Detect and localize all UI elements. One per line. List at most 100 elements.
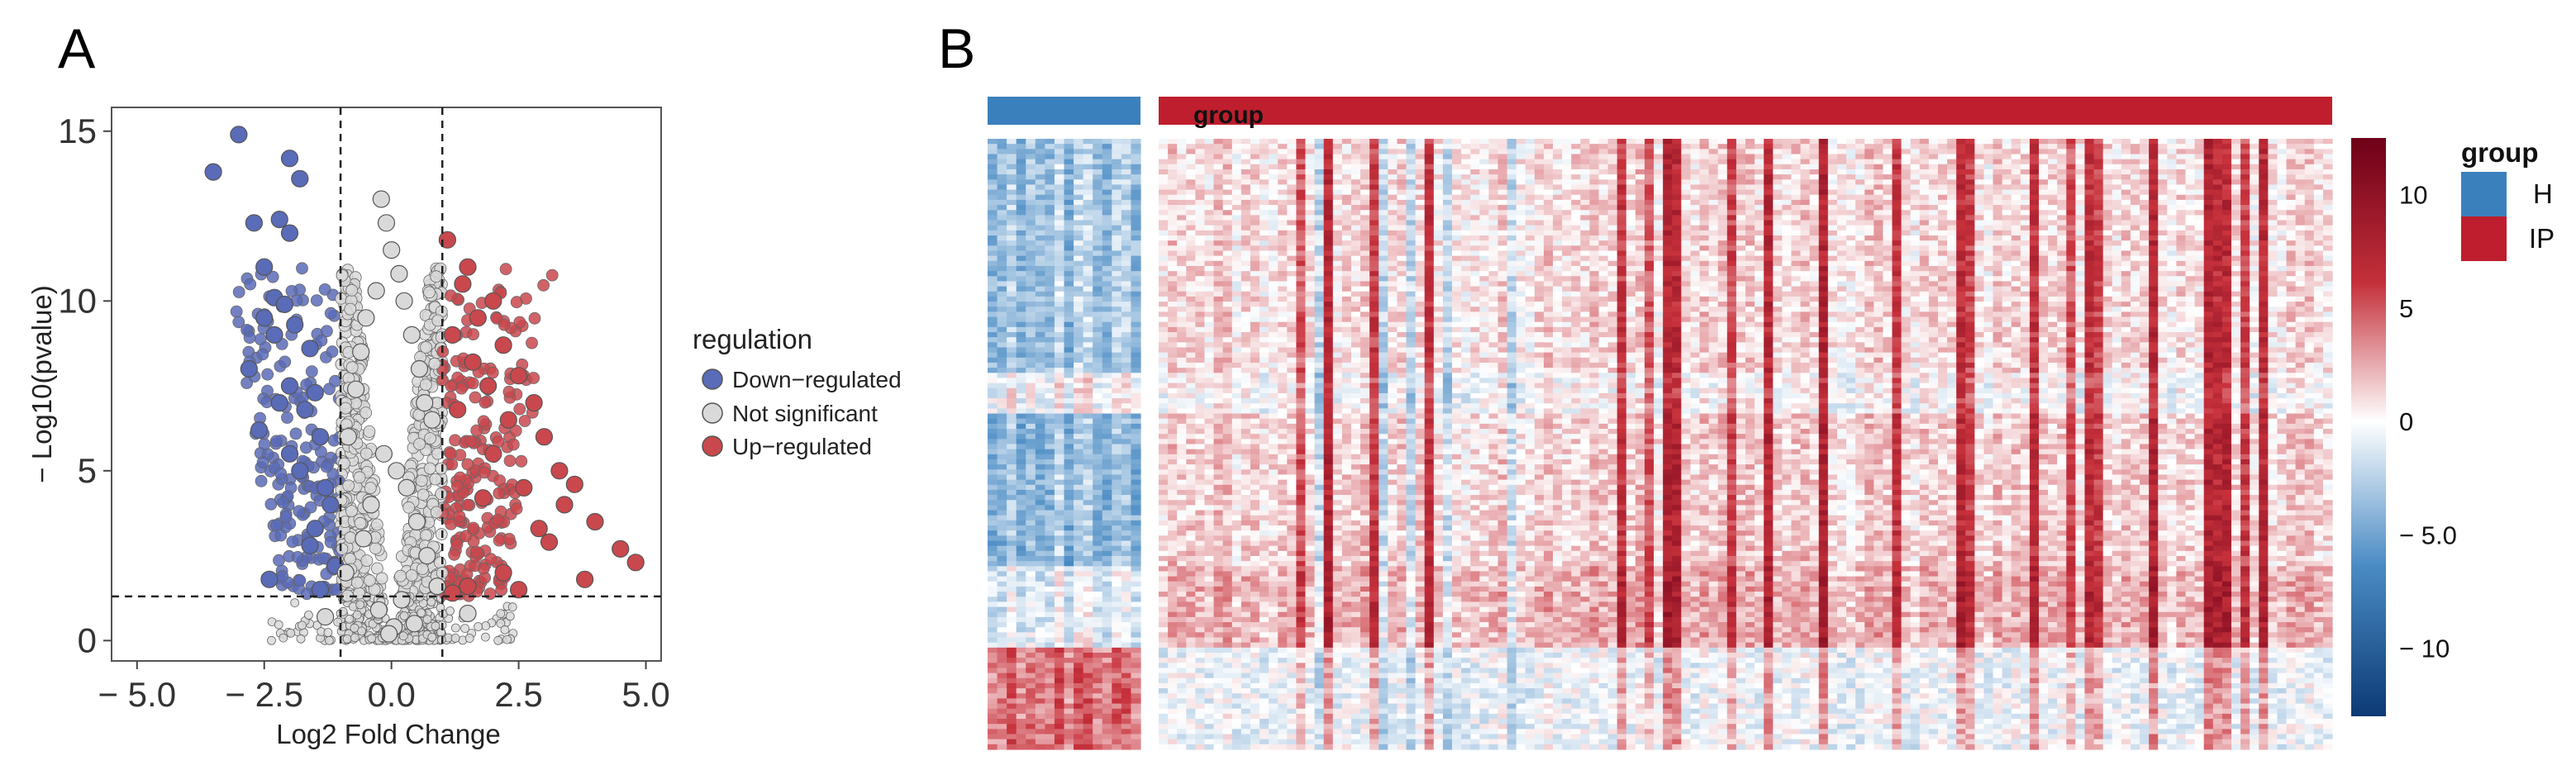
heatmap-cell [1121, 281, 1132, 288]
heatmap-cell [2130, 179, 2140, 186]
heatmap-cell [1213, 184, 1224, 191]
heatmap-cell [1534, 159, 1545, 165]
heatmap-cell [1045, 373, 1055, 379]
heatmap-cell [1717, 199, 1728, 206]
heatmap-cell [1131, 505, 1141, 511]
heatmap-cell [1093, 260, 1103, 267]
heatmap-cell [1121, 586, 1132, 592]
heatmap-cell [1026, 205, 1036, 211]
heatmap-cell [1947, 179, 1957, 186]
heatmap-cell [1045, 566, 1055, 573]
heatmap-cell [1007, 637, 1017, 644]
heatmap-cell [997, 255, 1007, 262]
heatmap-cell [1102, 510, 1112, 516]
background-point [367, 634, 377, 644]
heatmap-cell [1064, 189, 1074, 196]
heatmap-cell [2286, 194, 2297, 201]
heatmap-cell [1928, 144, 1939, 150]
heatmap-cell [1378, 139, 1388, 145]
heatmap-cell [1635, 179, 1645, 186]
heatmap-cell [988, 616, 998, 623]
heatmap-cell [1083, 302, 1093, 307]
heatmap-cell [1598, 174, 1609, 180]
heatmap-cell [1937, 139, 1948, 145]
heatmap-cell [1397, 194, 1407, 201]
background-point [342, 635, 352, 644]
heatmap-cell [1016, 296, 1026, 302]
heatmap-cell [1074, 210, 1084, 216]
heatmap-cell [1016, 149, 1026, 155]
heatmap-cell [1121, 184, 1132, 191]
background-point [435, 462, 448, 475]
heatmap-cell [1764, 169, 1774, 175]
heatmap-cell [1121, 225, 1132, 231]
heatmap-cell [997, 403, 1007, 409]
heatmap-cell [1102, 337, 1112, 343]
heatmap-cell [1259, 169, 1269, 175]
heatmap-cell [1388, 199, 1398, 206]
heatmap-cell [1562, 199, 1572, 206]
heatmap-cell [1035, 337, 1045, 343]
heatmap-cell [1204, 139, 1215, 145]
heatmap-cell [1571, 139, 1581, 145]
heatmap-cell [1231, 184, 1242, 191]
heatmap-cell [2176, 189, 2187, 196]
heatmap-cell [1102, 321, 1112, 328]
heatmap-cell [1112, 642, 1122, 649]
heatmap-cell [997, 535, 1007, 542]
heatmap-cell [1112, 479, 1122, 486]
heatmap-cell [1074, 515, 1084, 521]
heatmap-cell [1121, 311, 1132, 318]
heatmap-cell [2240, 189, 2250, 196]
heatmap-cell [988, 154, 998, 160]
heatmap-cell [997, 311, 1007, 318]
heatmap-cell [1626, 199, 1636, 206]
heatmap-cell [1035, 571, 1045, 578]
heatmap-cell [1874, 164, 1883, 170]
heatmap-cell [1121, 149, 1132, 155]
heatmap-cell [1919, 189, 1930, 196]
heatmap-cell [2102, 169, 2113, 175]
heatmap-cell [1064, 245, 1074, 252]
heatmap-cell [1007, 373, 1017, 379]
heatmap-cell [1083, 474, 1093, 481]
heatmap-cell [1121, 627, 1132, 633]
heatmap-cell [2185, 194, 2196, 201]
heatmap-cell [1054, 398, 1065, 404]
heatmap-cell [1121, 179, 1132, 186]
heatmap-cell [1919, 139, 1930, 145]
heatmap-cell [1074, 566, 1084, 573]
heatmap-cell [1112, 658, 1122, 663]
heatmap-cell [2194, 184, 2205, 191]
heatmap-cell [1112, 139, 1122, 145]
heatmap-cell [1195, 144, 1206, 150]
heatmap-cell [1026, 164, 1036, 170]
heatmap-cell [1102, 724, 1112, 730]
heatmap-cell [1131, 179, 1141, 186]
heatmap-cell [1121, 484, 1132, 491]
heatmap-cell [988, 205, 998, 211]
heatmap-cell [1093, 668, 1103, 674]
heatmap-cell [988, 368, 998, 373]
heatmap-cell [1580, 154, 1590, 160]
background-point [451, 480, 464, 492]
heatmap-cell [1607, 144, 1618, 150]
background-point [345, 283, 359, 297]
heatmap-cell [1855, 189, 1865, 196]
heatmap-cell [1231, 154, 1242, 160]
heatmap-cell [1424, 174, 1435, 180]
heatmap-cell [1074, 413, 1084, 420]
heatmap-cell [1553, 179, 1563, 186]
heatmap-cell [1054, 321, 1065, 328]
background-point [342, 479, 355, 492]
heatmap-cell [997, 454, 1007, 460]
heatmap-cell [997, 545, 1007, 552]
heatmap-cell [1035, 703, 1045, 710]
heatmap-cell [1035, 682, 1045, 689]
heatmap-cell [1083, 525, 1093, 531]
heatmap-cell [997, 540, 1007, 547]
heatmap-cell [1074, 571, 1084, 578]
heatmap-cell [1681, 205, 1692, 211]
heatmap-cell [1045, 194, 1055, 201]
heatmap-cell [1388, 169, 1398, 175]
